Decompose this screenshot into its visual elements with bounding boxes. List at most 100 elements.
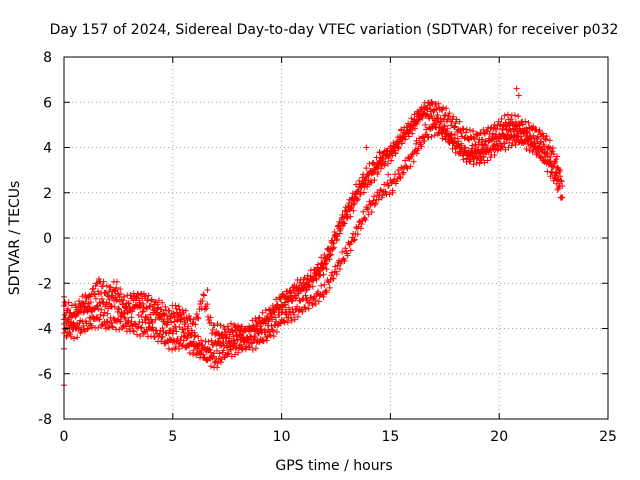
data-point — [491, 121, 498, 128]
data-point — [358, 221, 365, 228]
data-point — [398, 126, 405, 133]
data-point — [111, 303, 118, 310]
y-tick-label: -8 — [38, 412, 52, 428]
data-point — [434, 119, 441, 126]
data-point — [456, 118, 463, 125]
data-point — [283, 311, 290, 318]
data-point — [228, 326, 235, 333]
data-point — [114, 278, 121, 285]
data-point — [444, 125, 451, 132]
data-point — [330, 240, 337, 247]
data-point — [404, 165, 411, 172]
data-point — [465, 149, 472, 156]
data-point — [94, 302, 101, 309]
data-point — [151, 298, 158, 305]
data-point — [130, 328, 137, 335]
data-point — [469, 142, 476, 149]
data-point — [197, 301, 204, 308]
data-point — [557, 177, 564, 184]
data-point — [163, 312, 170, 319]
data-point — [551, 175, 558, 182]
data-point — [419, 134, 426, 141]
data-point — [316, 272, 323, 279]
data-point — [392, 150, 399, 157]
data-point — [305, 283, 312, 290]
data-point — [205, 347, 212, 354]
data-point — [318, 282, 325, 289]
data-point — [121, 314, 128, 321]
data-point — [498, 143, 505, 150]
data-point — [484, 157, 491, 164]
data-point — [301, 274, 308, 281]
data-point — [148, 297, 155, 304]
data-point — [421, 110, 428, 117]
data-point — [267, 332, 274, 339]
data-point — [113, 297, 120, 304]
data-point — [315, 268, 322, 275]
data-point — [302, 292, 309, 299]
data-point — [85, 325, 92, 332]
data-point — [190, 351, 197, 358]
data-point — [549, 169, 556, 176]
data-point — [116, 326, 123, 333]
data-point — [262, 329, 269, 336]
data-point — [445, 113, 452, 120]
data-point — [458, 140, 465, 147]
data-point — [534, 135, 541, 142]
data-point — [415, 145, 422, 152]
data-point — [442, 112, 449, 119]
data-point — [505, 144, 512, 151]
data-point — [442, 136, 449, 143]
data-point — [174, 335, 181, 342]
data-point — [214, 339, 221, 346]
data-point — [176, 345, 183, 352]
data-point — [203, 305, 210, 312]
data-point — [133, 301, 140, 308]
data-point — [543, 133, 550, 140]
data-point — [145, 292, 152, 299]
data-point — [542, 135, 549, 142]
data-point — [333, 231, 340, 238]
data-point — [437, 121, 444, 128]
data-point — [470, 161, 477, 168]
data-point — [184, 325, 191, 332]
data-point — [504, 111, 511, 118]
data-point — [496, 131, 503, 138]
data-point — [337, 227, 344, 234]
data-point — [191, 329, 198, 336]
data-point — [481, 159, 488, 166]
data-point — [92, 295, 99, 302]
data-point — [541, 143, 548, 150]
data-point — [74, 325, 81, 332]
data-point — [124, 319, 131, 326]
data-point — [489, 133, 496, 140]
data-point — [528, 138, 535, 145]
data-point — [443, 105, 450, 112]
data-point — [137, 332, 144, 339]
data-point — [413, 137, 420, 144]
data-point — [131, 320, 138, 327]
data-point — [103, 318, 110, 325]
data-point — [233, 333, 240, 340]
data-point — [437, 115, 444, 122]
data-point — [109, 323, 116, 330]
data-point — [417, 116, 424, 123]
data-point — [467, 158, 474, 165]
data-point — [385, 171, 392, 178]
data-point — [405, 120, 412, 127]
data-point — [333, 236, 340, 243]
data-point — [320, 293, 327, 300]
data-point — [536, 127, 543, 134]
data-point — [99, 299, 106, 306]
data-point — [434, 111, 441, 118]
data-point — [163, 330, 170, 337]
data-point — [220, 339, 227, 346]
data-point — [354, 188, 361, 195]
data-point — [80, 322, 87, 329]
data-point — [409, 127, 416, 134]
data-point — [77, 304, 84, 311]
data-point — [449, 145, 456, 152]
data-point — [70, 311, 77, 318]
data-point — [128, 318, 135, 325]
data-point — [334, 223, 341, 230]
